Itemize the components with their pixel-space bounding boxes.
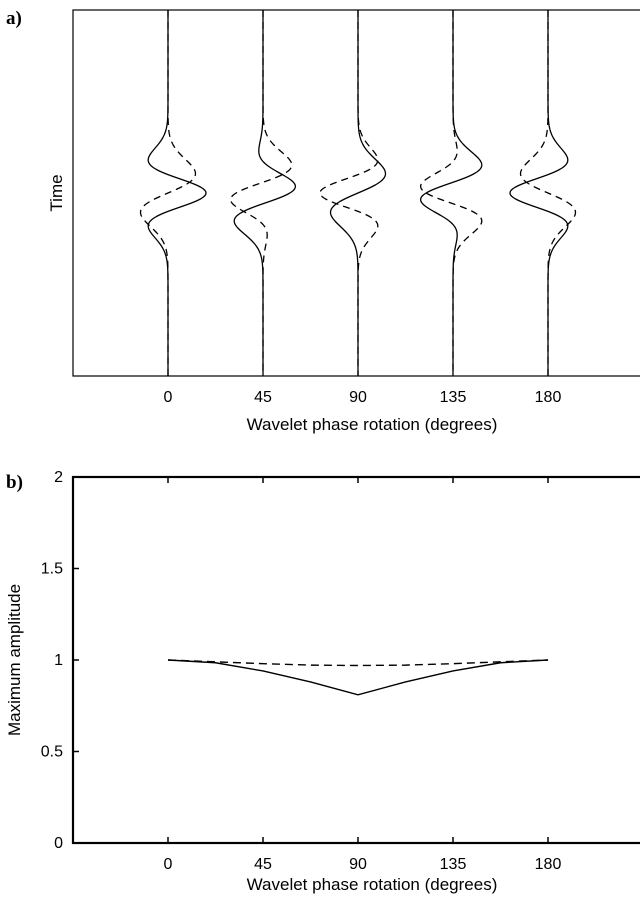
panel-b-y-ticks: 0 0.5 1 1.5 2 — [41, 469, 79, 852]
panel-a-trace-solid — [509, 10, 569, 376]
panel-b-y-tick-label: 0 — [54, 835, 63, 852]
panel-b-x-tick-label: 45 — [254, 856, 272, 873]
panel-a-x-axis-title: Wavelet phase rotation (degrees) — [247, 415, 498, 434]
panel-b-y-tick-label: 0.5 — [41, 744, 63, 761]
panel-a-x-tick-label: 90 — [349, 389, 367, 406]
panel-b-series-dashed — [167, 659, 549, 667]
panel-a-trace-dashed — [229, 10, 293, 376]
panel-a-trace-solid — [419, 10, 483, 376]
panel-a-x-tick-label: 0 — [164, 389, 173, 406]
panel-b-frame — [71, 475, 640, 845]
panel-b-x-ticks: 0 45 90 135 180 — [164, 477, 562, 873]
panel-b-y-axis-title: Maximum amplitude — [5, 584, 24, 736]
panel-b-y-tick-label: 1 — [54, 652, 63, 669]
panel-a-trace-dashed — [519, 10, 577, 376]
panel-a-trace-dashed — [419, 10, 483, 376]
panel-a-frame — [72, 9, 640, 377]
panel-a-trace-solid — [147, 10, 207, 376]
panel-b-y-tick-label: 1.5 — [41, 561, 63, 578]
panel-a-x-ticks: 0 45 90 135 180 — [164, 389, 562, 406]
panel-a: a) 0 45 90 135 180 Time Wavelet phase rotati… — [6, 8, 640, 434]
panel-b-x-tick-label: 180 — [535, 856, 562, 873]
panel-a-trace-dashed — [319, 10, 379, 376]
panel-a-y-axis-title: Time — [47, 174, 66, 211]
panel-a-x-tick-label: 180 — [535, 389, 562, 406]
panel-a-x-tick-label: 45 — [254, 389, 272, 406]
panel-b-y-tick-label: 2 — [54, 469, 63, 486]
panel-a-trace-dashed — [139, 10, 197, 376]
panel-b-label: b) — [6, 472, 23, 493]
panel-a-x-tick-label: 135 — [440, 389, 467, 406]
panel-b-x-tick-label: 90 — [349, 856, 367, 873]
panel-b: b) 0 45 90 135 180 0 0.5 1 1.5 2 Maximum amplitu… — [5, 469, 640, 894]
panel-b-series-solid — [167, 659, 549, 696]
panel-b-lines — [167, 659, 549, 696]
panel-b-x-axis-title: Wavelet phase rotation (degrees) — [247, 875, 498, 894]
panel-a-label: a) — [6, 8, 22, 29]
panel-b-x-tick-label: 135 — [440, 856, 467, 873]
panel-a-trace-solid — [233, 10, 297, 376]
panel-a-traces — [139, 10, 577, 376]
panel-b-x-tick-label: 0 — [164, 856, 173, 873]
